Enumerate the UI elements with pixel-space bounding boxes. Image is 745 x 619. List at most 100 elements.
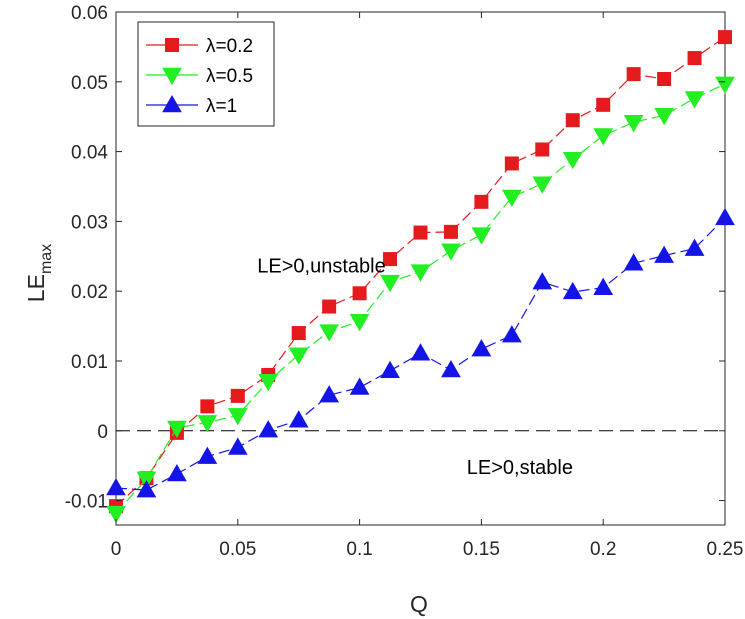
legend-marker — [162, 67, 182, 86]
y-axis-label: LEmax — [23, 244, 55, 302]
series-2 — [106, 76, 735, 524]
plot-area-border — [115, 11, 726, 526]
data-point — [288, 347, 309, 365]
x-tick-label: 0.05 — [219, 539, 256, 560]
data-point — [596, 97, 611, 112]
legend-label: λ=0.2 — [206, 36, 253, 57]
y-tick-label: -0.01 — [65, 492, 108, 513]
data-point — [441, 243, 461, 261]
legend-marker — [162, 94, 182, 113]
data-point — [380, 360, 400, 379]
data-point — [349, 377, 370, 395]
data-point — [623, 253, 644, 271]
data-point — [443, 224, 458, 239]
data-point — [197, 446, 218, 464]
data-point — [687, 51, 702, 66]
data-point — [106, 478, 126, 496]
data-point — [593, 277, 614, 295]
data-point — [532, 272, 553, 290]
data-point — [501, 325, 522, 343]
y-tick-label: 0.01 — [71, 352, 108, 373]
y-axis-label-subscript: max — [38, 244, 55, 274]
data-point — [291, 326, 306, 341]
data-point — [383, 252, 398, 267]
x-axis: 0 0.05 0.1 0.15 0.2 0.25 — [111, 12, 744, 560]
data-point — [441, 360, 461, 378]
data-point — [565, 113, 580, 128]
region-annotation: LE>0,stable — [467, 457, 573, 479]
data-point — [532, 176, 553, 194]
data-point — [504, 156, 519, 171]
data-point — [593, 128, 614, 146]
data-point — [413, 225, 428, 240]
region-annotation: LE>0,unstable — [257, 255, 385, 277]
data-point — [471, 339, 492, 357]
data-point — [167, 464, 187, 482]
data-point — [322, 299, 337, 314]
data-point — [562, 281, 583, 300]
legend-marker — [165, 38, 179, 52]
y-tick-label: 0.03 — [71, 212, 108, 233]
y-tick-label: 0.04 — [71, 143, 108, 164]
data-point — [535, 142, 550, 157]
legend-label: λ=1 — [206, 96, 237, 117]
data-point — [352, 286, 367, 301]
legend-entry: λ=0.2 — [146, 36, 253, 57]
data-point — [167, 420, 187, 438]
y-tick-label: 0.06 — [71, 3, 108, 24]
data-point — [410, 343, 431, 361]
x-tick-label: 0.25 — [707, 539, 744, 560]
data-point — [106, 505, 126, 524]
y-tick-label: 0.02 — [71, 282, 108, 303]
data-point — [230, 388, 245, 403]
legend-entry: λ=1 — [146, 94, 237, 117]
data-point — [349, 313, 370, 332]
x-tick-label: 0 — [111, 539, 122, 560]
y-tick-label: 0.05 — [71, 73, 108, 94]
data-point — [684, 91, 705, 109]
data-point — [227, 408, 248, 426]
data-point — [626, 67, 641, 82]
legend-box — [137, 21, 275, 127]
x-axis-label: Q — [410, 591, 428, 617]
series-layer — [106, 30, 735, 524]
series-3 — [106, 207, 735, 498]
data-point — [562, 152, 583, 170]
data-point — [657, 72, 672, 87]
data-point — [718, 30, 732, 45]
data-point — [200, 399, 215, 414]
x-tick-label: 0.15 — [463, 539, 500, 560]
data-point — [471, 227, 492, 245]
axes-frame — [115, 11, 726, 526]
legend-label: λ=0.5 — [206, 66, 253, 87]
annotations: LE>0,unstable LE>0,stable — [257, 255, 573, 479]
data-point — [410, 264, 431, 282]
data-point — [136, 480, 157, 498]
legend: λ=0.2 λ=0.5 λ=1 — [137, 21, 275, 127]
data-point — [319, 385, 340, 403]
x-tick-label: 0.2 — [590, 539, 616, 560]
y-axis: -0.01 0 0.01 0.02 0.03 0.04 0.05 0.06 — [65, 3, 725, 513]
data-point — [715, 76, 735, 94]
data-point — [501, 189, 522, 207]
x-tick-label: 0.1 — [346, 539, 372, 560]
data-point — [288, 410, 309, 428]
data-point — [197, 415, 218, 433]
data-point — [136, 471, 157, 489]
data-point — [319, 324, 340, 342]
data-point — [684, 238, 705, 256]
data-point — [380, 274, 400, 293]
series-1 — [109, 30, 732, 514]
data-point — [654, 245, 674, 263]
data-point — [227, 437, 248, 455]
y-axis-label-main: LE — [23, 274, 49, 302]
data-point — [654, 108, 674, 126]
data-point — [258, 373, 279, 392]
data-point — [474, 194, 489, 209]
legend-entry: λ=0.5 — [146, 66, 253, 87]
data-point — [715, 207, 735, 226]
y-tick-label: 0 — [97, 422, 108, 443]
data-point — [258, 420, 279, 438]
data-point — [623, 115, 644, 133]
